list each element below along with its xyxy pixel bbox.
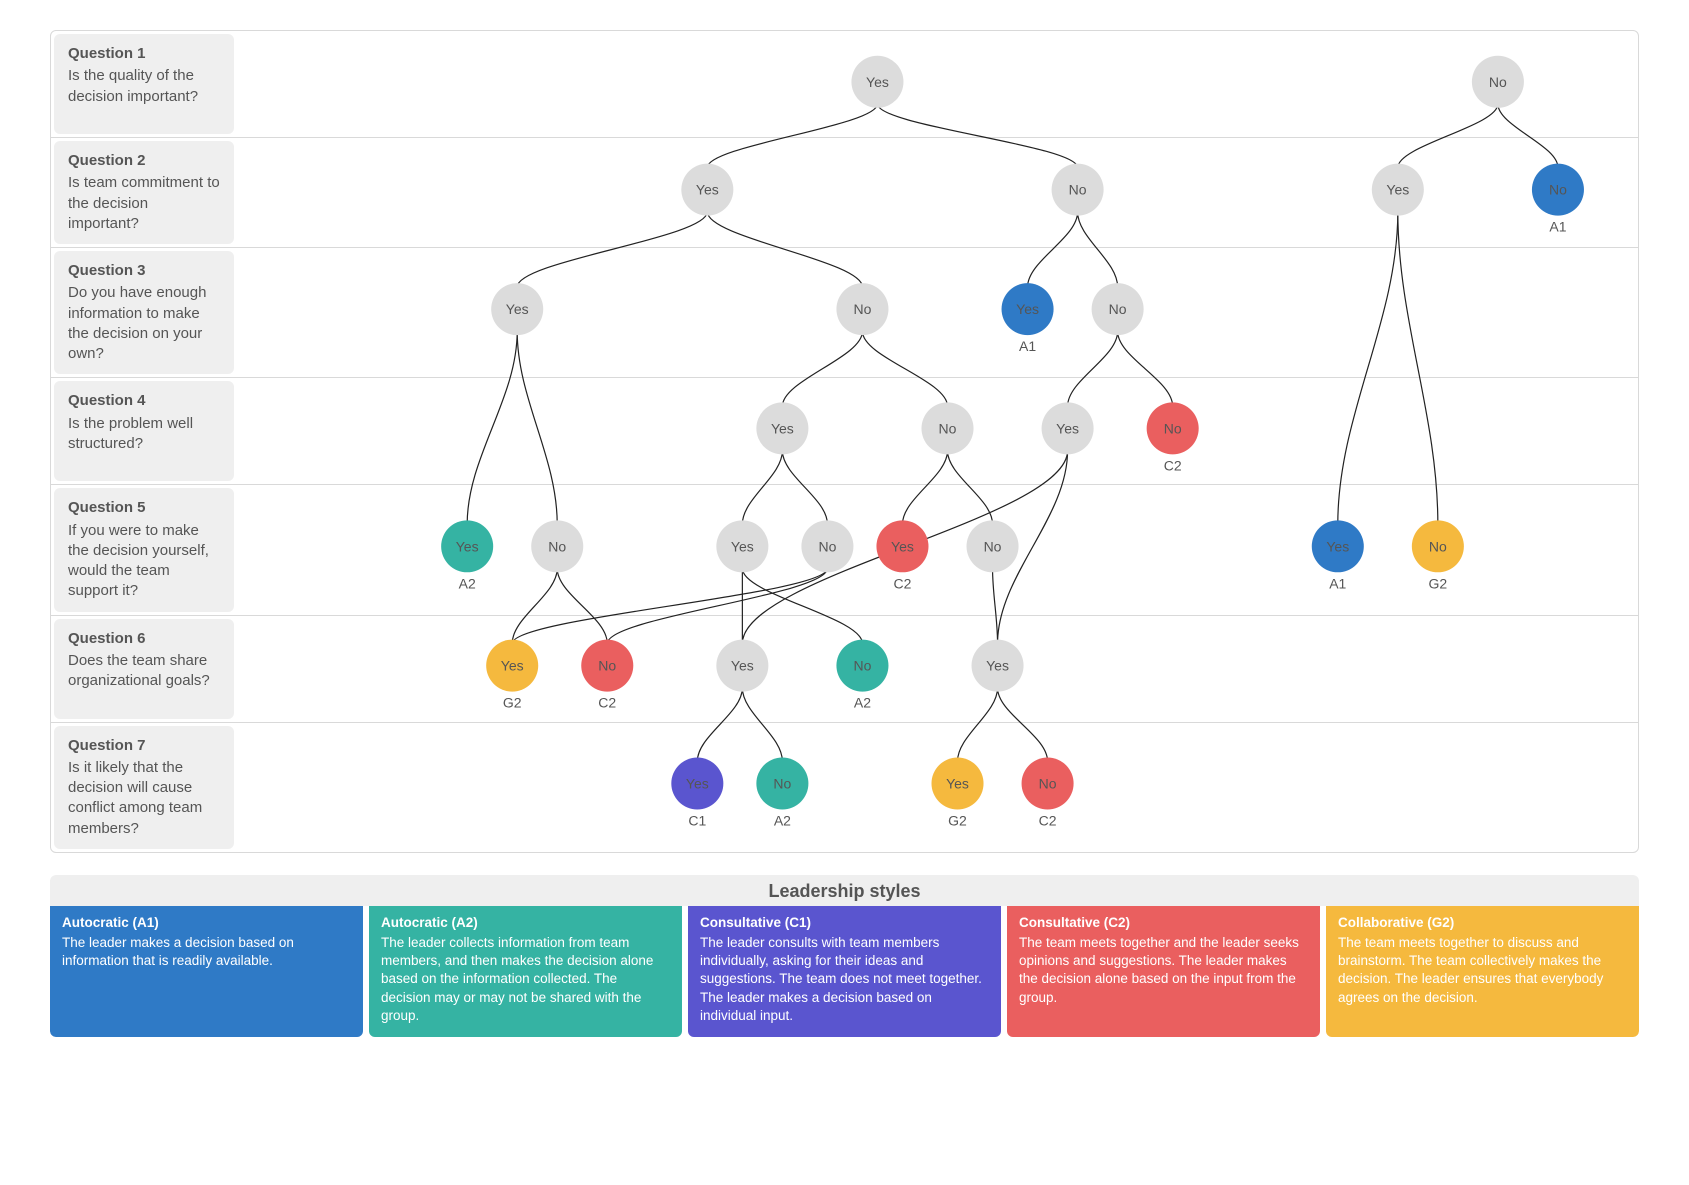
question-title: Question 2 [68, 151, 220, 171]
question-cell: Question 6 Does the team share organizat… [54, 619, 234, 719]
legend-card-title: Autocratic (A1) [62, 914, 351, 932]
question-text: If you were to make the decision yoursel… [68, 522, 209, 600]
legend-card-text: The leader makes a decision based on inf… [62, 935, 294, 968]
legend-row: Autocratic (A1) The leader makes a decisi… [50, 906, 1639, 1037]
question-cell: Question 5 If you were to make the decis… [54, 488, 234, 611]
legend-title: Leadership styles [50, 875, 1639, 906]
question-row-4: Question 4 Is the problem well structure… [51, 377, 1638, 484]
question-title: Question 4 [68, 391, 220, 411]
question-title: Question 1 [68, 44, 220, 64]
question-row-1: Question 1 Is the quality of the decisio… [51, 31, 1638, 137]
question-cell: Question 1 Is the quality of the decisio… [54, 34, 234, 134]
legend-card-c1: Consultative (C1) The leader consults wit… [688, 906, 1001, 1037]
diagram-cell [237, 138, 1638, 247]
question-cell: Question 2 Is team commitment to the dec… [54, 141, 234, 244]
legend-card-title: Autocratic (A2) [381, 914, 670, 932]
diagram-cell [237, 378, 1638, 484]
question-title: Question 7 [68, 736, 220, 756]
question-text: Is team commitment to the decision impor… [68, 174, 220, 232]
question-row-5: Question 5 If you were to make the decis… [51, 484, 1638, 614]
question-row-2: Question 2 Is team commitment to the dec… [51, 137, 1638, 247]
question-text: Does the team share organizational goals… [68, 652, 210, 689]
question-cell: Question 7 Is it likely that the decisio… [54, 726, 234, 849]
question-title: Question 5 [68, 498, 220, 518]
legend-card-text: The team meets together and the leader s… [1019, 935, 1299, 1005]
question-row-3: Question 3 Do you have enough informatio… [51, 247, 1638, 377]
legend-card-title: Consultative (C2) [1019, 914, 1308, 932]
legend-card-a2: Autocratic (A2) The leader collects infor… [369, 906, 682, 1037]
legend-card-text: The leader consults with team members in… [700, 935, 982, 1023]
legend-card-g2: Collaborative (G2) The team meets togethe… [1326, 906, 1639, 1037]
diagram-cell [237, 31, 1638, 137]
question-title: Question 6 [68, 629, 220, 649]
legend-card-text: The team meets together to discuss and b… [1338, 935, 1603, 1005]
question-text: Is the problem well structured? [68, 415, 193, 452]
question-row-6: Question 6 Does the team share organizat… [51, 615, 1638, 722]
legend-card-text: The leader collects information from tea… [381, 935, 653, 1023]
decision-tree-grid: Question 1 Is the quality of the decisio… [50, 30, 1639, 853]
question-cell: Question 4 Is the problem well structure… [54, 381, 234, 481]
diagram-cell [237, 616, 1638, 722]
diagram-cell [237, 485, 1638, 614]
page: Question 1 Is the quality of the decisio… [0, 0, 1689, 1077]
question-cell: Question 3 Do you have enough informatio… [54, 251, 234, 374]
diagram-cell [237, 248, 1638, 377]
question-text: Is it likely that the decision will caus… [68, 759, 202, 837]
question-title: Question 3 [68, 261, 220, 281]
diagram-cell [237, 723, 1638, 852]
question-text: Is the quality of the decision important… [68, 67, 198, 104]
legend-card-a1: Autocratic (A1) The leader makes a decisi… [50, 906, 363, 1037]
legend-card-title: Consultative (C1) [700, 914, 989, 932]
question-text: Do you have enough information to make t… [68, 284, 206, 362]
legend-card-title: Collaborative (G2) [1338, 914, 1627, 932]
legend-card-c2: Consultative (C2) The team meets together… [1007, 906, 1320, 1037]
question-row-7: Question 7 Is it likely that the decisio… [51, 722, 1638, 852]
legend: Leadership styles Autocratic (A1) The lea… [50, 875, 1639, 1037]
